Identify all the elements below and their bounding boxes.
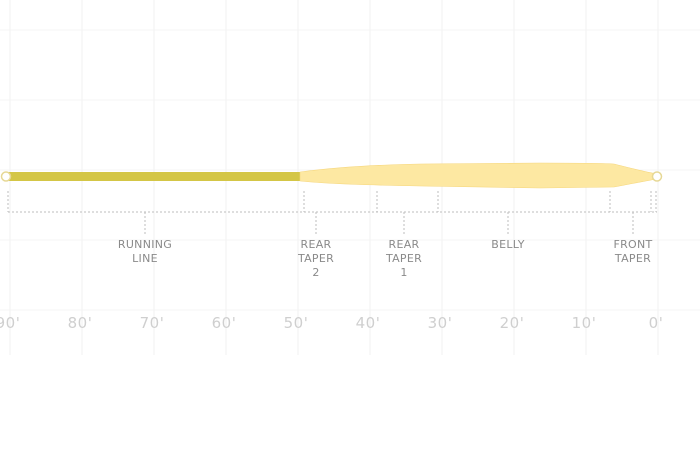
head-segment <box>299 162 658 189</box>
label-line: BELLY <box>491 238 525 251</box>
label-line: TAPER <box>614 252 652 265</box>
section-label-front-taper: FRONT TAPER <box>613 238 652 266</box>
axis-tick-60: 60' <box>211 314 237 332</box>
axis-tick-50: 50' <box>283 314 309 332</box>
label-line: 2 <box>312 266 320 279</box>
axis-tick-40: 40' <box>355 314 381 332</box>
axis-tick-70: 70' <box>139 314 165 332</box>
axis-tick-10: 10' <box>571 314 597 332</box>
front-loop <box>651 171 663 182</box>
label-line: TAPER <box>385 252 423 265</box>
axis-tick-90: 90' <box>0 314 21 332</box>
section-label-belly: BELLY <box>491 238 525 252</box>
running-line-segment <box>6 172 304 181</box>
label-line: TAPER <box>297 252 335 265</box>
rear-loop <box>0 171 12 182</box>
label-line: REAR <box>388 238 420 251</box>
section-label-rear-taper-1: REAR TAPER 1 <box>386 238 422 280</box>
label-line: REAR <box>300 238 332 251</box>
label-line: RUNNING <box>117 238 173 251</box>
label-line: 1 <box>400 266 408 279</box>
fly-line <box>0 162 663 189</box>
axis-tick-20: 20' <box>499 314 525 332</box>
section-label-running-line: RUNNING LINE <box>118 238 172 266</box>
axis-tick-30: 30' <box>427 314 453 332</box>
label-line: FRONT <box>613 238 653 251</box>
label-line: LINE <box>132 252 158 265</box>
axis-tick-0: 0' <box>648 314 664 332</box>
section-label-rear-taper-2: REAR TAPER 2 <box>298 238 334 280</box>
section-bracket <box>7 191 657 234</box>
axis-tick-80: 80' <box>67 314 93 332</box>
